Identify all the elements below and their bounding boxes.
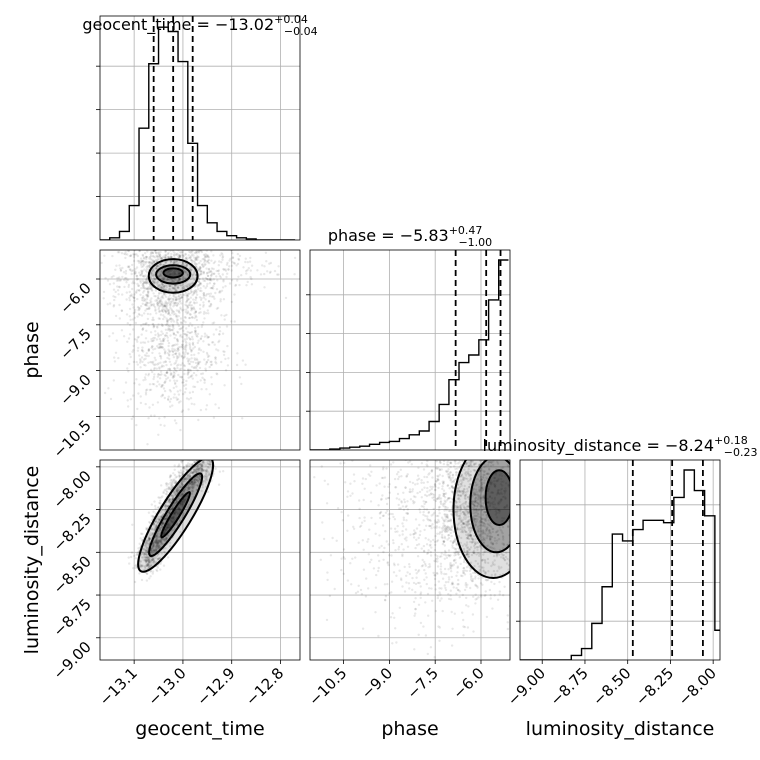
panel-frame xyxy=(99,249,301,451)
contour-1 xyxy=(469,460,510,554)
x-tick-label-luminosity-distance: −8.75 xyxy=(547,664,592,709)
y-tick-label-luminosity-distance: −8.50 xyxy=(50,552,95,597)
ylabel-luminosity-distance: luminosity_distance xyxy=(21,466,43,655)
density-fill-0 xyxy=(138,460,214,572)
y-tick-label-phase: −9.0 xyxy=(56,371,94,409)
scatter-points xyxy=(100,250,297,446)
panel-frame xyxy=(309,459,511,661)
contour-0 xyxy=(452,460,510,579)
contour-0 xyxy=(147,258,199,294)
x-tick-label-geocent-time: −13.1 xyxy=(96,664,141,709)
x-tick-label-phase: −7.5 xyxy=(404,664,442,702)
x-tick-label-luminosity-distance: −8.50 xyxy=(589,664,634,709)
scatter-panel-phase-vs-luminosity-distance xyxy=(310,460,510,660)
x-tick-label-geocent-time: −13.0 xyxy=(145,664,190,709)
scatter-points xyxy=(313,460,510,659)
title-phase: phase = −5.83+0.47 −1.00 xyxy=(328,224,492,249)
y-tick-label-luminosity-distance: −8.00 xyxy=(50,467,95,512)
density-fill-2 xyxy=(163,268,183,278)
x-tick-label-geocent-time: −12.8 xyxy=(242,664,287,709)
scatter-panel-geocent-time-vs-luminosity-distance xyxy=(100,460,300,660)
histogram-geocent-time xyxy=(100,26,296,240)
histogram-panel-phase xyxy=(306,249,511,451)
density-fill-2 xyxy=(161,492,190,538)
x-tick-label-phase: −10.5 xyxy=(305,664,350,709)
density-fill-0 xyxy=(453,460,510,578)
x-tick-label-luminosity-distance: −8.25 xyxy=(632,664,677,709)
y-tick-label-phase: −6.0 xyxy=(56,279,94,317)
histogram-panel-geocent-time xyxy=(96,15,301,241)
contour-2 xyxy=(160,491,191,539)
y-tick-label-luminosity-distance: −9.00 xyxy=(50,638,95,683)
contour-0 xyxy=(137,460,215,573)
xlabel-phase: phase xyxy=(381,718,438,740)
scatter-panel-geocent-time-vs-phase xyxy=(100,250,300,450)
y-tick-label-phase: −7.5 xyxy=(56,325,94,363)
contour-1 xyxy=(155,264,192,285)
x-tick-label-geocent-time: −12.9 xyxy=(193,664,238,709)
panel-frame xyxy=(99,459,301,661)
y-tick-label-luminosity-distance: −8.25 xyxy=(50,510,95,555)
histogram-phase xyxy=(310,259,509,450)
y-tick-label-luminosity-distance: −8.75 xyxy=(50,595,95,640)
density-fill-2 xyxy=(485,470,510,525)
xlabel-luminosity-distance: luminosity_distance xyxy=(526,718,715,740)
ylabel-phase: phase xyxy=(21,321,43,378)
title-geocent-time: geocent_time = −13.02+0.04 −0.04 xyxy=(82,13,317,38)
histogram-panel-luminosity-distance xyxy=(516,459,721,661)
density-fill-1 xyxy=(470,460,510,553)
contour-2 xyxy=(484,469,510,526)
x-tick-label-phase: −6.0 xyxy=(449,664,487,702)
density-fill-1 xyxy=(149,473,203,556)
histogram-luminosity-distance xyxy=(520,469,720,660)
x-tick-label-luminosity-distance: −9.00 xyxy=(504,664,549,709)
y-tick-label-phase: −10.5 xyxy=(50,417,95,462)
xlabel-geocent-time: geocent_time xyxy=(135,718,264,740)
x-tick-label-phase: −9.0 xyxy=(358,664,396,702)
contour-2 xyxy=(162,267,184,279)
title-luminosity-distance: luminosity_distance = −8.24+0.18 −0.23 xyxy=(483,434,758,459)
x-tick-label-luminosity-distance: −8.00 xyxy=(675,664,720,709)
contour-1 xyxy=(148,472,204,557)
